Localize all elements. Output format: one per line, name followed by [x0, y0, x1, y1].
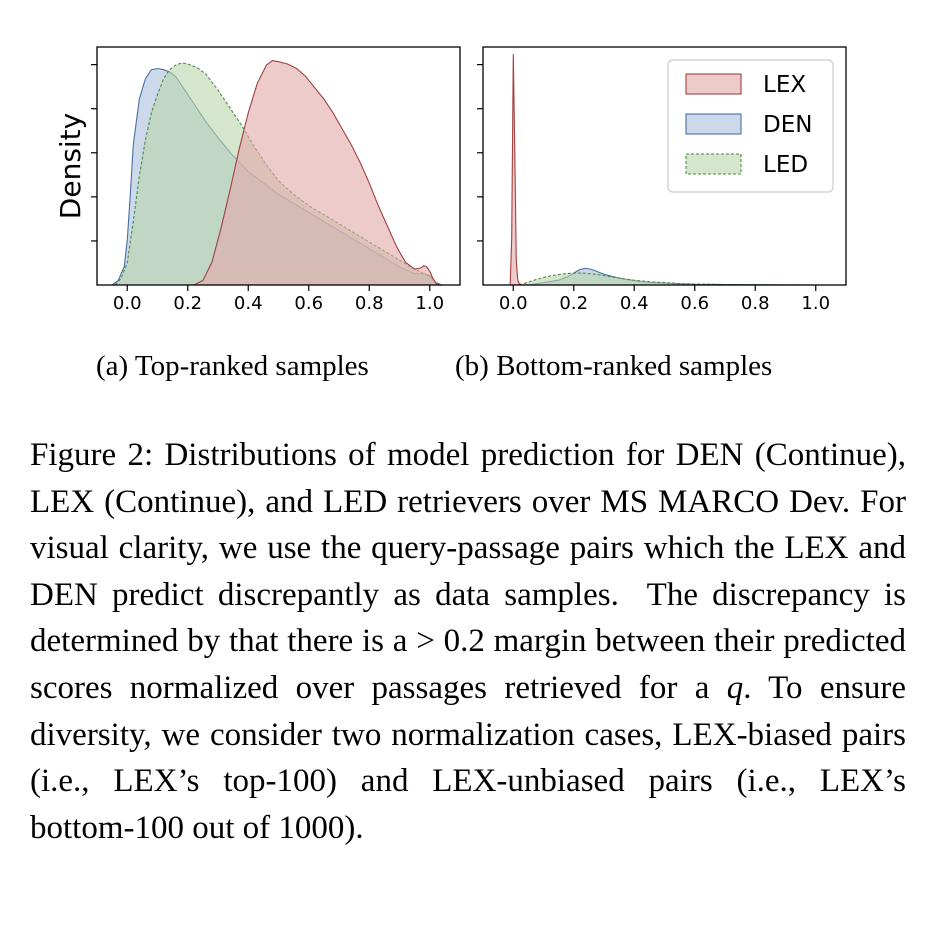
axes-frame-b [482, 46, 847, 286]
caption-text-2: . To ensure diversity, we consider two n… [30, 669, 915, 846]
subcaption-b: (b) Bottom-ranked samples [455, 350, 773, 382]
x-tick-label-b: 0.2 [559, 293, 588, 314]
caption-label: Figure 2: [30, 437, 154, 473]
x-tick-label-b: 0.0 [499, 293, 528, 314]
x-tick-label-b: 0.8 [741, 293, 770, 314]
series-area-lex-b [509, 54, 523, 286]
figure-caption: Figure 2: Distributions of model predict… [30, 432, 906, 851]
legend-label-led: LED [763, 152, 808, 178]
x-tick-label-a: 1.0 [415, 293, 444, 314]
legend-label-lex: LEX [763, 72, 806, 98]
x-tick-label-a: 0.4 [234, 293, 263, 314]
legend-label-den: DEN [763, 112, 812, 138]
legend-swatch-led [685, 153, 742, 175]
x-tick-label-a: 0.6 [294, 293, 323, 314]
caption-text-1: Distributions of model prediction for DE… [30, 437, 915, 706]
legend: LEX DEN LED [667, 59, 834, 193]
series-area-lex-a [193, 60, 441, 286]
y-axis-label: Density [54, 113, 87, 219]
x-tick-label-a: 0.8 [355, 293, 384, 314]
caption-q: q [726, 669, 744, 706]
series-area-led-b [519, 272, 831, 286]
x-tick-label-a: 0.2 [173, 293, 202, 314]
legend-swatch-den [685, 113, 742, 135]
x-tick-label-b: 1.0 [801, 293, 830, 314]
x-tick-label-a: 0.0 [113, 293, 142, 314]
x-tick-label-b: 0.4 [620, 293, 649, 314]
panel-b-bottom-ranked: 0.0 0.2 0.4 0.6 0.8 1.0 LEX DEN LED [477, 46, 847, 314]
subcaption-a: (a) Top-ranked samples [96, 350, 369, 382]
axes-frame-a [96, 46, 461, 286]
legend-swatch-lex [685, 73, 742, 95]
x-tick-label-b: 0.6 [680, 293, 709, 314]
panel-a-top-ranked: 0.0 0.2 0.4 0.6 0.8 1.0 Density [54, 46, 461, 314]
